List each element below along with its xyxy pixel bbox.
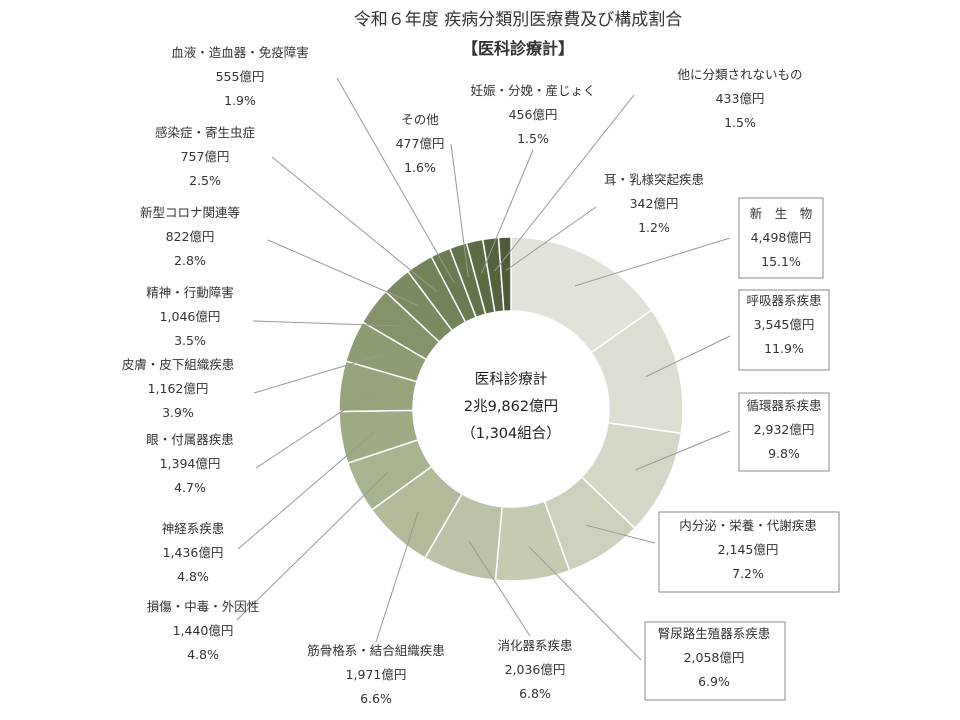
slice-name-2: 呼吸器系疾患 [746,293,821,308]
leader-lines [236,77,731,661]
slice-share-13: 2.8% [174,253,206,268]
slice-name-16: その他 [401,112,439,127]
slice-share-3: 9.8% [768,446,800,461]
slice-labels: 新 生 物 4,498億円 15.1% 呼吸器系疾患 3,545億円 11.9% 循環器系疾… [122,45,840,706]
slice-value-19: 342億円 [630,196,679,211]
slice-value-17: 456億円 [509,107,558,122]
slice-value-6: 2,036億円 [505,662,566,677]
leader-line-17 [481,149,534,274]
slice-name-10: 眼・付属器疾患 [146,432,234,447]
slice-share-16: 1.6% [404,160,436,175]
slice-name-15: 血液・造血器・免疫障害 [171,45,309,60]
slice-label-box-2 [738,289,830,371]
slice-value-5: 2,058億円 [684,650,745,665]
leader-line-7 [375,511,419,643]
slice-label-box-1 [738,197,824,279]
slice-name-11: 皮膚・皮下組織疾患 [122,357,235,372]
leader-line-6 [468,540,531,637]
leader-line-1 [574,237,731,287]
slice-share-10: 4.7% [174,480,206,495]
leader-line-13 [267,239,419,307]
slice-share-1: 15.1% [761,254,801,269]
slice-value-2: 3,545億円 [754,317,815,332]
leader-line-9 [237,431,375,550]
slice-share-4: 7.2% [732,566,764,581]
slice-label-box-4 [658,511,840,593]
slice-share-8: 4.8% [187,647,219,662]
leader-line-4 [586,524,656,544]
leader-line-16 [450,143,469,278]
slice-value-7: 1,971億円 [346,667,407,682]
slice-share-6: 6.8% [519,686,551,701]
leader-line-5 [528,546,642,661]
center-label-line-1: 医科診療計 [475,371,548,388]
slice-value-15: 555億円 [216,69,265,84]
pie-slice-19 [497,236,512,313]
slice-name-14: 感染症・寄生虫症 [155,125,255,140]
slice-share-15: 1.9% [224,93,256,108]
leader-line-2 [645,335,731,378]
leader-line-8 [236,471,388,621]
slice-share-2: 11.9% [764,341,804,356]
slice-name-3: 循環器系疾患 [746,398,821,413]
slice-label-box-3 [738,392,830,472]
center-label-line-3: （1,304組合） [461,425,561,442]
slice-name-1: 新 生 物 [750,206,813,221]
slice-value-4: 2,145億円 [718,542,779,557]
slice-value-8: 1,440億円 [173,623,234,638]
leader-line-11 [253,353,384,394]
leader-line-14 [271,156,438,293]
chart-title: 令和６年度 疾病分類別医療費及び構成割合 [354,10,682,30]
slice-name-5: 腎尿路生殖器系疾患 [658,626,771,641]
slice-name-4: 内分泌・栄養・代謝疾患 [679,518,817,533]
slice-value-16: 477億円 [396,136,445,151]
slice-value-9: 1,436億円 [163,545,224,560]
slice-value-18: 433億円 [716,91,765,106]
slice-share-11: 3.9% [162,405,194,420]
pie-slices [338,236,684,582]
slice-name-6: 消化器系疾患 [497,638,572,653]
leader-line-15 [336,77,455,283]
slice-value-1: 4,498億円 [751,230,812,245]
slice-share-5: 6.9% [698,674,730,689]
slice-name-7: 筋骨格系・結合組織疾患 [307,643,445,658]
slice-value-14: 757億円 [181,149,230,164]
center-label-line-2: 2兆9,862億円 [464,398,558,415]
slice-value-3: 2,932億円 [754,422,815,437]
center-label: 医科診療計 2兆9,862億円 （1,304組合） [461,371,561,442]
slice-share-12: 3.5% [174,333,206,348]
slice-value-12: 1,046億円 [160,309,221,324]
slice-share-9: 4.8% [177,569,209,584]
slice-name-18: 他に分類されないもの [677,67,802,82]
slice-share-18: 1.5% [724,115,756,130]
slice-share-14: 2.5% [189,173,221,188]
leader-line-18 [494,94,635,272]
slice-name-8: 損傷・中毒・外因性 [147,599,260,614]
slice-label-box-5 [644,621,786,701]
slice-share-7: 6.6% [360,691,392,706]
leader-line-12 [252,320,400,327]
leader-line-19 [505,206,597,271]
slice-name-12: 精神・行動障害 [146,285,234,300]
chart-subtitle: 【医科診療計】 [462,39,574,58]
slice-name-17: 妊娠・分娩・産じょく [470,83,595,98]
slice-share-17: 1.5% [517,131,549,146]
slice-value-11: 1,162億円 [148,381,209,396]
slice-share-19: 1.2% [638,220,670,235]
slice-name-13: 新型コロナ関連等 [140,205,240,220]
leader-line-10 [255,390,374,469]
slice-name-19: 耳・乳様突起疾患 [604,172,704,187]
slice-value-10: 1,394億円 [160,456,221,471]
slice-value-13: 822億円 [166,229,215,244]
leader-line-3 [635,430,731,471]
slice-name-9: 神経系疾患 [162,521,225,536]
